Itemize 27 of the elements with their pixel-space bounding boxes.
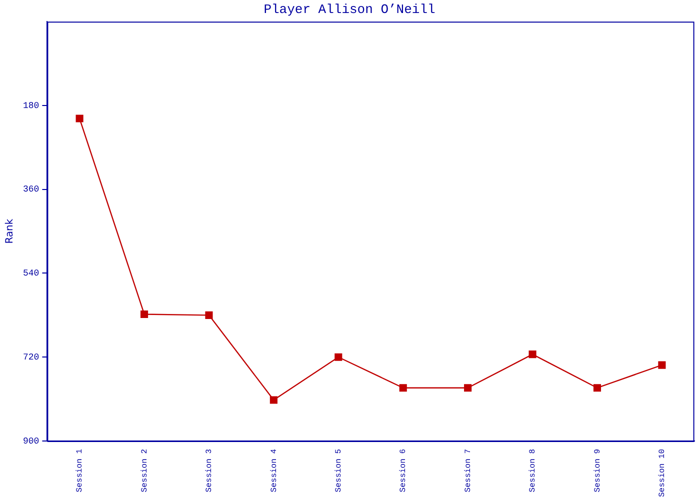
point: [528, 350, 536, 358]
point: [399, 384, 407, 392]
x-tick-label: Session 9: [593, 448, 602, 492]
x-tick-label: Session 1: [76, 448, 85, 492]
x-tick-label: Session 6: [399, 448, 408, 492]
point: [464, 384, 472, 392]
point: [658, 361, 666, 369]
x-tick-label: Session 3: [205, 448, 214, 492]
point: [270, 396, 278, 404]
y-axis-title: Rank: [4, 218, 16, 244]
y-tick-label: 540: [23, 268, 40, 279]
point: [593, 384, 602, 392]
x-tick-label: Session 10: [658, 448, 668, 498]
point: [334, 353, 342, 361]
point: [205, 311, 213, 319]
x-tick-label: Session 8: [528, 448, 538, 492]
chart-title: Player Allison O’Neill: [264, 2, 436, 18]
x-tick-label: Session 5: [334, 448, 344, 492]
x-tick-label: Session 7: [464, 448, 473, 492]
x-tick-label: Session 2: [140, 448, 150, 492]
y-tick-label: 720: [23, 352, 40, 363]
point: [140, 310, 148, 318]
x-tick-label: Session 4: [270, 448, 279, 492]
y-tick-label: 900: [23, 436, 40, 446]
y-tick-label: 360: [23, 184, 40, 195]
y-tick-label: 180: [23, 100, 40, 111]
point: [76, 114, 84, 122]
